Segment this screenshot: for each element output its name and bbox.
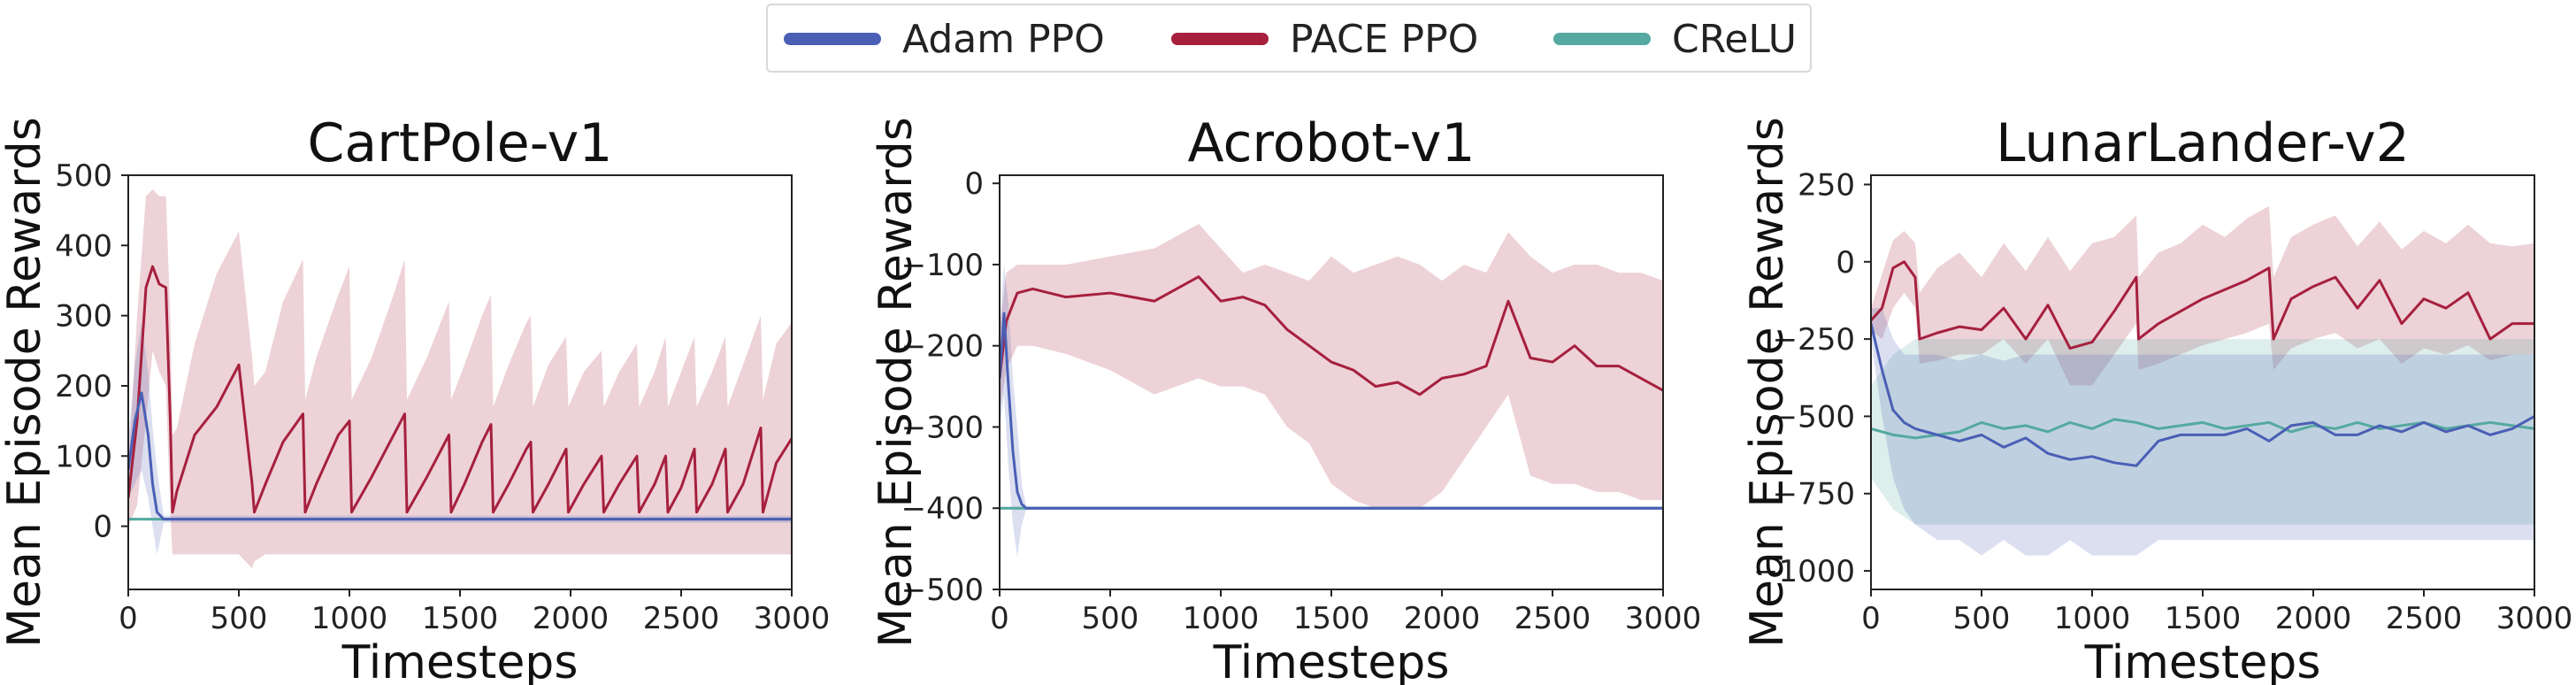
y-tick-label: 200 [55, 369, 112, 404]
legend-swatch-crelu [1553, 33, 1651, 45]
x-axis-label: Timesteps [1213, 636, 1450, 685]
x-tick-label: 2000 [533, 601, 610, 636]
line-adam-ppo [1000, 312, 1663, 510]
y-tick-label: 250 [1798, 167, 1855, 203]
y-tick-label: 500 [55, 158, 112, 194]
y-tick-label: −500 [901, 573, 984, 608]
x-tick-label: 0 [1861, 601, 1881, 636]
chart-panel-acrobot-v1: 0 500 1000 1500 2000 2500 3000 0 −100 −200 −300 −40… [870, 112, 1701, 685]
band-adam-ppo [1871, 308, 2534, 556]
legend: Adam PPO PACE PPO CReLU [766, 4, 1812, 73]
x-tick-label: 1500 [422, 601, 499, 636]
line-adam-ppo [1871, 323, 2534, 467]
y-tick-label: 300 [55, 299, 112, 335]
band-crelu [1871, 339, 2534, 525]
plot-area [1871, 205, 2534, 556]
x-tick-label: 2000 [1404, 601, 1481, 636]
line-pace-ppo [1871, 260, 2534, 350]
y-tick-label: 0 [93, 510, 112, 545]
y-tick-label: 400 [55, 228, 112, 264]
x-tick-label: 3000 [754, 601, 831, 636]
y-tick-label: −1000 [1753, 554, 1855, 589]
x-tick-label: 1500 [1293, 601, 1370, 636]
y-tick-label: −250 [1773, 322, 1855, 358]
line-pace-ppo [128, 265, 792, 514]
x-tick-label: 1000 [1183, 601, 1260, 636]
band-pace-ppo [1000, 224, 1663, 509]
line-adam-ppo [128, 391, 792, 521]
chart-title: Acrobot-v1 [1187, 112, 1475, 174]
y-axis-label: Mean Episode Rewards [870, 117, 923, 648]
legend-label-pace-ppo: PACE PPO [1290, 16, 1479, 62]
legend-swatch-pace-ppo [1171, 33, 1269, 45]
x-tick-label: 500 [1953, 601, 2011, 636]
x-tick-label: 3000 [2496, 601, 2573, 636]
legend-item-adam-ppo: Adam PPO [784, 16, 1105, 62]
y-tick-label: −300 [901, 410, 984, 445]
legend-swatch-adam-ppo [784, 33, 881, 45]
chart-panel-lunarlander-v2: 0 500 1000 1500 2000 2500 30002500−250−500−750… [1741, 112, 2572, 685]
y-tick-label: 0 [964, 166, 984, 202]
y-tick-label: −200 [901, 329, 984, 365]
legend-item-crelu: CReLU [1553, 16, 1797, 62]
x-tick-label: 2000 [2275, 601, 2352, 636]
x-tick-label: 3000 [1625, 601, 1702, 636]
y-axis-label: Mean Episode Rewards [1741, 117, 1794, 648]
x-axis-label: Timesteps [341, 636, 579, 685]
plot-area [1000, 224, 1663, 558]
x-tick-label: 2500 [2386, 601, 2463, 636]
x-tick-label: 0 [990, 601, 1009, 636]
x-tick-label: 500 [1082, 601, 1139, 636]
y-tick-label: −750 [1773, 477, 1855, 512]
y-tick-label: 0 [1836, 245, 1855, 281]
y-tick-label: 100 [55, 439, 112, 474]
line-pace-ppo [1000, 275, 1663, 396]
y-tick-label: −100 [901, 248, 984, 283]
band-pace-ppo [128, 189, 792, 569]
x-tick-label: 1000 [311, 601, 388, 636]
legend-label-crelu: CReLU [1672, 16, 1797, 62]
band-pace-ppo [1871, 205, 2534, 386]
chart-title: CartPole-v1 [308, 112, 613, 174]
chart-panel-cartpole-v1: 0 500 1000 1500 2000 2500 3000 0 100 200 300 400 500… [0, 112, 830, 685]
y-tick-label: −400 [901, 491, 984, 527]
x-tick-label: 500 [211, 601, 268, 636]
plot-area [128, 189, 792, 569]
y-tick-label: −500 [1773, 399, 1855, 435]
x-tick-label: 2500 [1514, 601, 1591, 636]
x-tick-label: 1000 [2054, 601, 2131, 636]
x-tick-label: 1500 [2165, 601, 2242, 636]
x-tick-label: 2500 [643, 601, 720, 636]
chart-title: LunarLander-v2 [1996, 112, 2410, 174]
x-tick-label: 0 [119, 601, 138, 636]
x-axis-label: Timesteps [2084, 636, 2321, 685]
legend-label-adam-ppo: Adam PPO [902, 16, 1105, 62]
legend-item-pace-ppo: PACE PPO [1171, 16, 1479, 62]
y-axis-label: Mean Episode Rewards [0, 117, 51, 648]
